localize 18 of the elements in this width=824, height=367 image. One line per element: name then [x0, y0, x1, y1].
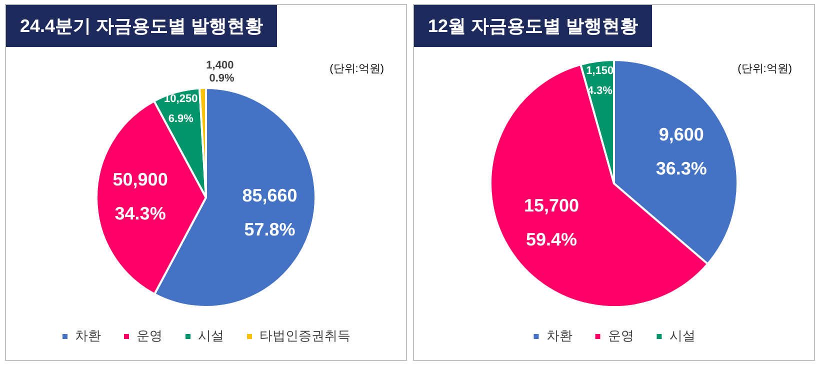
- data-label: 1,400 0.9%: [206, 60, 235, 85]
- legend-label: 차환: [546, 328, 572, 344]
- chart-title: 24.4분기 자금용도별 발행현황: [6, 5, 278, 47]
- legend-label: 타법인증권취득: [260, 328, 350, 344]
- legend-label: 운영: [136, 328, 162, 344]
- data-label: 10,250 6.9%: [164, 93, 198, 126]
- data-label: 9,600 36.3%: [656, 124, 707, 179]
- data-label: 15,700 59.4%: [524, 195, 580, 250]
- data-label: 50,900 34.3%: [112, 170, 168, 224]
- legend-label: 시설: [198, 328, 224, 344]
- text: (단위:억원): [330, 62, 384, 76]
- data-label: 1,150 4.3%: [586, 64, 614, 97]
- chart-title: 12월 자금용도별 발행현황: [414, 5, 652, 47]
- data-label: 85,660 57.8%: [242, 185, 298, 240]
- legend-label: 운영: [608, 328, 634, 344]
- legend-label: 시설: [669, 328, 696, 344]
- legend-label: 차환: [75, 328, 101, 344]
- text: (단위:억원): [738, 62, 792, 76]
